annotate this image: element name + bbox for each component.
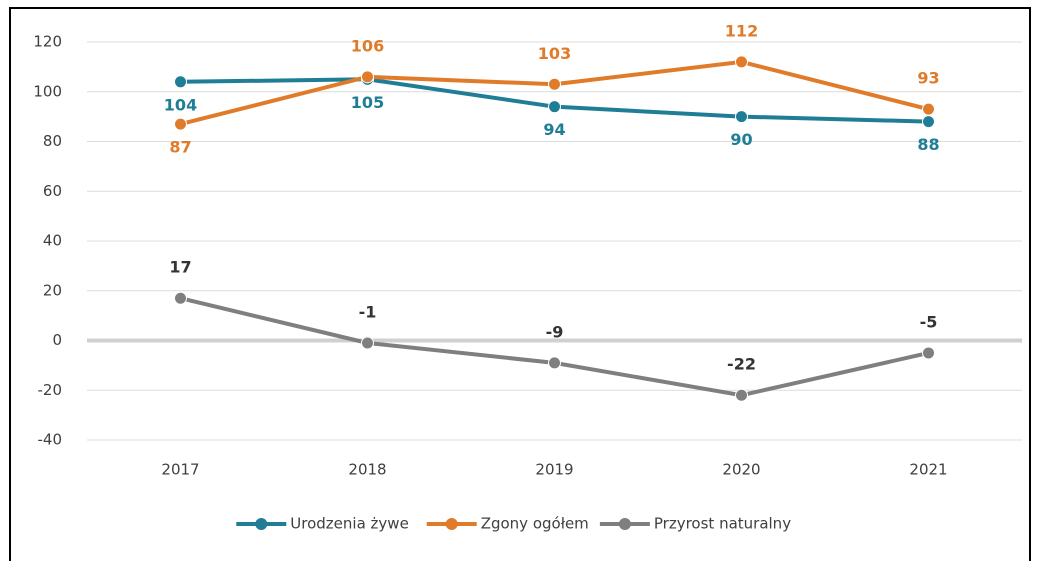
x-tick-label: 2018 [348,461,386,479]
data-label: 93 [917,69,939,88]
x-tick-label: 2021 [909,461,947,479]
data-label: -22 [727,355,756,374]
frame [9,7,1031,561]
x-tick-label: 2019 [535,461,573,479]
data-label: -1 [359,302,377,321]
data-point [922,102,935,116]
data-point [174,291,187,305]
data-label: 94 [543,120,565,139]
y-tick-label: 20 [43,281,62,299]
data-point [548,356,561,370]
data-label: 87 [169,138,191,157]
data-label: -9 [546,322,564,341]
data-point [922,115,935,129]
legend-marker [445,518,458,530]
y-tick-label: 60 [43,182,62,200]
data-point [361,70,374,84]
legend-marker [255,518,268,530]
legend-label: Zgony ogółem [481,515,589,533]
legend-label: Przyrost naturalny [654,515,791,533]
x-tick-label: 2020 [722,461,760,479]
data-label: 103 [538,44,571,63]
y-tick-label: 100 [33,82,62,100]
y-tick-label: 0 [52,331,62,349]
x-tick-label: 2017 [161,461,199,479]
data-label: 90 [730,130,752,149]
legend-marker [618,518,631,530]
legend-label: Urodzenia żywe [290,515,409,533]
y-tick-label: -20 [38,381,63,399]
data-label: 106 [351,36,384,55]
data-point [174,75,187,89]
data-point [548,100,561,114]
data-point [548,77,561,91]
data-label: -5 [920,312,938,331]
y-tick-label: 40 [43,232,62,250]
data-point [735,110,748,124]
series-line [180,296,929,398]
data-label: 17 [169,258,191,277]
data-label: 104 [164,95,197,114]
y-tick-label: 80 [43,132,62,150]
y-tick-label: -40 [38,431,63,449]
y-tick-label: 120 [33,33,62,51]
data-point [361,336,374,350]
data-label: 105 [351,93,384,112]
data-label: 88 [917,135,939,154]
series-line [180,59,929,127]
data-point [735,388,748,402]
data-point [174,117,187,131]
data-point [922,346,935,360]
data-label: 112 [725,21,758,40]
data-point [735,55,748,69]
